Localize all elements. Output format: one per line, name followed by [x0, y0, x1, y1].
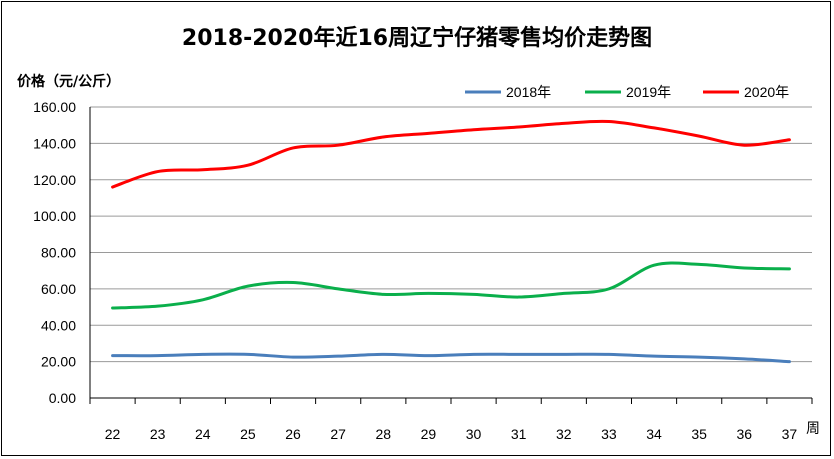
x-tick-label: 36 [737, 426, 753, 442]
y-tick-labels: 0.00 20.00 40.00 60.00 80.00 100.00 120.00 140.… [33, 99, 76, 406]
x-tick-label: 33 [601, 426, 617, 442]
x-tick-label: 29 [421, 426, 437, 442]
x-tick-label: 37 [782, 426, 798, 442]
series-line-3 [111, 119, 791, 189]
legend: 2018年 2019年 2020年 [465, 84, 789, 100]
y-tick-label: 100.00 [33, 208, 76, 224]
y-tick-label: 20.00 [41, 354, 76, 370]
x-tick-label: 25 [240, 426, 256, 442]
x-tick-label: 23 [150, 426, 166, 442]
chart-title: 2018-2020年近16周辽宁仔猪零售均价走势图 [182, 25, 652, 51]
y-tick-label: 60.00 [41, 281, 76, 297]
legend-label: 2018年 [506, 84, 551, 100]
x-tick-label: 22 [105, 426, 121, 442]
x-tick-label: 28 [376, 426, 392, 442]
y-tick-label: 160.00 [33, 99, 76, 115]
grid-lines [90, 106, 812, 363]
y-tick-label: 140.00 [33, 135, 76, 151]
x-tick-label: 26 [285, 426, 301, 442]
x-tick-label: 31 [511, 426, 527, 442]
x-tick-label: 34 [646, 426, 662, 442]
legend-label: 2020年 [744, 84, 789, 100]
y-tick-label: 0.00 [49, 390, 76, 406]
x-tick-label: 32 [556, 426, 572, 442]
legend-label: 2019年 [626, 84, 671, 100]
x-tick-label: 24 [195, 426, 211, 442]
y-tick-label: 80.00 [41, 245, 76, 261]
x-tick-label: 27 [330, 426, 346, 442]
x-tick-label: 35 [691, 426, 707, 442]
y-tick-label: 120.00 [33, 172, 76, 188]
series-line-1 [111, 352, 791, 364]
series-lines [111, 119, 791, 364]
y-tick-label: 40.00 [41, 317, 76, 333]
series-line-2 [111, 261, 791, 310]
y-axis-label: 价格（元/公斤） [17, 73, 120, 90]
axes [89, 107, 813, 404]
x-tick-labels: 22 23 24 25 26 27 28 29 30 31 32 33 34 35 36 37 [105, 426, 798, 442]
x-tick-label: 30 [466, 426, 482, 442]
x-axis-unit-label: 周 [806, 421, 820, 437]
